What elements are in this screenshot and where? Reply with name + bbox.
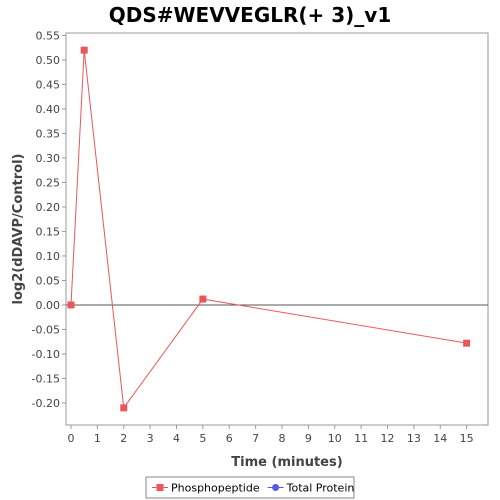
y-tick-label: 0.10: [36, 250, 61, 263]
y-tick-label: -0.20: [32, 397, 60, 410]
y-tick-label: 0.00: [36, 299, 61, 312]
x-tick-label: 12: [381, 432, 395, 445]
x-tick-label: 5: [199, 432, 206, 445]
x-tick-label: 13: [407, 432, 421, 445]
legend-marker: [272, 484, 280, 491]
plot-area: [65, 32, 489, 426]
y-tick-label: 0.20: [36, 201, 61, 214]
x-tick-label: 11: [354, 432, 368, 445]
x-tick-label: 15: [460, 432, 474, 445]
legend-label: Total Protein: [286, 482, 355, 495]
series-layer: [67, 46, 471, 412]
data-point: [199, 295, 207, 303]
data-point: [463, 339, 471, 347]
data-point: [120, 404, 128, 412]
x-axis: 0 1 2 3 4 5 6 7 8 9 10 11 12 13 14 15: [68, 425, 474, 445]
y-tick-label: 0.55: [36, 29, 61, 42]
x-tick-label: 2: [120, 432, 127, 445]
data-point: [80, 46, 88, 54]
y-tick-label: 0.45: [36, 78, 61, 91]
chart-title: QDS#WEVVEGLR(+ 3)_v1: [109, 3, 392, 27]
y-tick-label: -0.05: [32, 323, 60, 336]
x-tick-label: 6: [226, 432, 233, 445]
y-tick-label: 0.30: [36, 152, 61, 165]
y-tick-label: 0.50: [36, 54, 61, 67]
x-axis-title: Time (minutes): [231, 455, 342, 470]
y-axis: 0.55 0.50 0.45 0.40 0.35 0.30 0.25 0.20 0.15 0.10…: [32, 29, 66, 410]
x-tick-label: 10: [328, 432, 342, 445]
y-tick-label: 0.35: [36, 127, 61, 140]
y-tick-label: 0.25: [36, 176, 61, 189]
y-tick-label: 0.15: [36, 225, 61, 238]
x-tick-label: 7: [252, 432, 259, 445]
legend-label: Phosphopeptide: [171, 482, 260, 495]
x-tick-label: 1: [94, 432, 101, 445]
legend-marker: [156, 484, 164, 491]
y-axis-title: log2(dDAVP/Control): [11, 154, 26, 305]
x-tick-label: 3: [147, 432, 154, 445]
x-tick-label: 4: [173, 432, 180, 445]
y-tick-label: 0.05: [36, 274, 61, 287]
y-tick-label: -0.15: [32, 372, 60, 385]
legend: Phosphopeptide Total Protein: [145, 476, 355, 499]
data-point: [67, 301, 75, 309]
x-tick-label: 14: [433, 432, 447, 445]
y-tick-label: 0.40: [36, 103, 61, 116]
legend-box: [145, 476, 355, 499]
x-tick-label: 8: [279, 432, 286, 445]
y-tick-label: -0.10: [32, 348, 60, 361]
x-tick-label: 0: [68, 432, 75, 445]
x-tick-label: 9: [305, 432, 312, 445]
